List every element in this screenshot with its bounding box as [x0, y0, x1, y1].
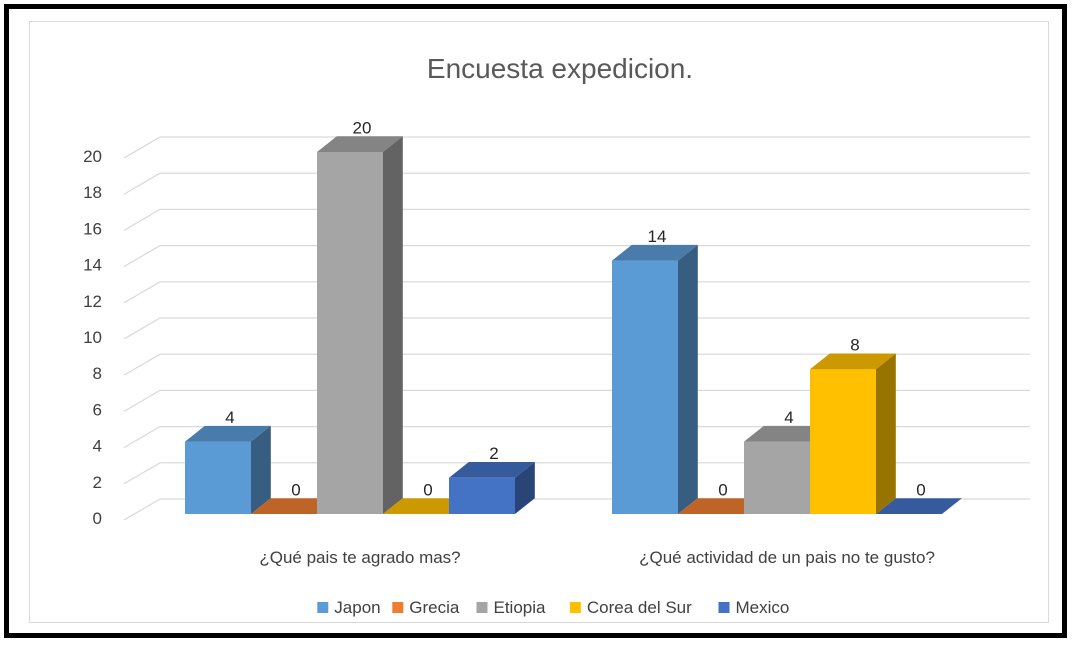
y-tick-label: 2	[93, 473, 102, 492]
y-tick-label: 10	[83, 328, 102, 347]
legend-label: Japon	[334, 598, 380, 617]
legend-item: Grecia	[392, 598, 460, 617]
gridline-diagonal	[123, 208, 161, 231]
bar-top	[810, 353, 896, 370]
bar-top	[383, 498, 469, 514]
y-tick-label: 12	[83, 292, 102, 311]
bar	[678, 498, 764, 514]
legend: Japon Grecia Etiopia Corea del Sur Mexico	[317, 598, 789, 617]
y-tick-label: 8	[93, 364, 102, 383]
gridline-diagonal	[123, 426, 161, 449]
gridline-diagonal	[123, 498, 161, 521]
bar	[185, 425, 271, 514]
bar-top	[185, 425, 271, 442]
gridline-diagonal	[123, 317, 161, 340]
bar-side	[383, 136, 403, 514]
data-label: 4	[784, 408, 793, 427]
data-label: 8	[850, 335, 859, 354]
gridline-diagonal	[123, 136, 161, 159]
bar-front	[317, 152, 383, 514]
bar	[449, 462, 535, 514]
y-tick-label: 16	[83, 219, 102, 238]
bar-top	[678, 498, 764, 514]
gridline-diagonal	[123, 389, 161, 412]
y-tick-label: 18	[83, 183, 102, 202]
chart-area: Encuesta expedicion. 0 2 4 6 8 10 12 14 16 18 20 4…	[29, 21, 1049, 623]
chart-title: Encuesta expedicion.	[427, 53, 693, 84]
bar-top	[251, 498, 337, 514]
category-label: ¿Qué pais te agrado mas?	[259, 548, 460, 567]
y-tick-label: 14	[83, 256, 102, 275]
legend-item: Etiopia	[476, 598, 547, 617]
gridline-diagonal	[123, 281, 161, 304]
gridline-diagonal	[123, 353, 161, 376]
gridline-diagonal	[123, 462, 161, 485]
bar	[251, 498, 337, 514]
bar-top	[449, 462, 535, 478]
bar	[810, 353, 896, 514]
bar-front	[612, 260, 678, 514]
data-label: 14	[648, 227, 667, 246]
bar-front	[810, 369, 876, 514]
data-label: 0	[916, 480, 925, 499]
data-label: 2	[489, 444, 498, 463]
legend-item: Corea del Sur	[569, 598, 692, 617]
legend-label: Grecia	[409, 598, 460, 617]
bar	[317, 136, 403, 514]
y-tick-label: 4	[93, 437, 102, 456]
image-frame: Encuesta expedicion. 0 2 4 6 8 10 12 14 16 18 20 4…	[4, 4, 1067, 638]
legend-item: Japon	[317, 598, 381, 617]
data-label: 20	[353, 118, 372, 137]
bar	[744, 425, 830, 514]
bar	[383, 498, 469, 514]
bar-top	[612, 244, 698, 261]
bar-top	[876, 498, 962, 514]
data-label: 0	[291, 480, 300, 499]
bar-front	[449, 477, 515, 514]
bar-side	[515, 462, 535, 514]
gridline-diagonal	[123, 172, 161, 195]
legend-swatch	[317, 602, 329, 613]
legend-swatch	[569, 602, 581, 613]
data-label: 0	[718, 480, 727, 499]
legend-label: Etiopia	[494, 598, 547, 617]
category-labels: ¿Qué pais te agrado mas? ¿Qué actividad d…	[259, 548, 935, 567]
bar	[612, 244, 698, 514]
bar	[876, 498, 962, 514]
category-label: ¿Qué actividad de un pais no te gusto?	[639, 548, 935, 567]
y-tick-label: 0	[93, 509, 102, 528]
y-tick-label: 6	[93, 400, 102, 419]
y-tick-label: 20	[83, 147, 102, 166]
gridline-diagonal	[123, 245, 161, 268]
y-axis-ticks: 0 2 4 6 8 10 12 14 16 18 20	[83, 147, 102, 528]
bars	[185, 136, 962, 514]
data-label: 0	[423, 480, 432, 499]
legend-swatch	[718, 602, 730, 613]
bar-front	[744, 441, 810, 514]
data-label: 4	[225, 408, 234, 427]
legend-swatch	[392, 602, 404, 613]
legend-item: Mexico	[718, 598, 790, 617]
bar-top	[317, 136, 403, 152]
gridlines	[123, 136, 1030, 521]
legend-label: Mexico	[736, 598, 790, 617]
bar-side	[678, 244, 698, 514]
bar-side	[251, 425, 271, 514]
legend-label: Corea del Sur	[587, 598, 692, 617]
legend-swatch	[476, 602, 488, 613]
bar-front	[185, 441, 251, 514]
bar-top	[744, 425, 830, 442]
bar-side	[876, 353, 896, 514]
